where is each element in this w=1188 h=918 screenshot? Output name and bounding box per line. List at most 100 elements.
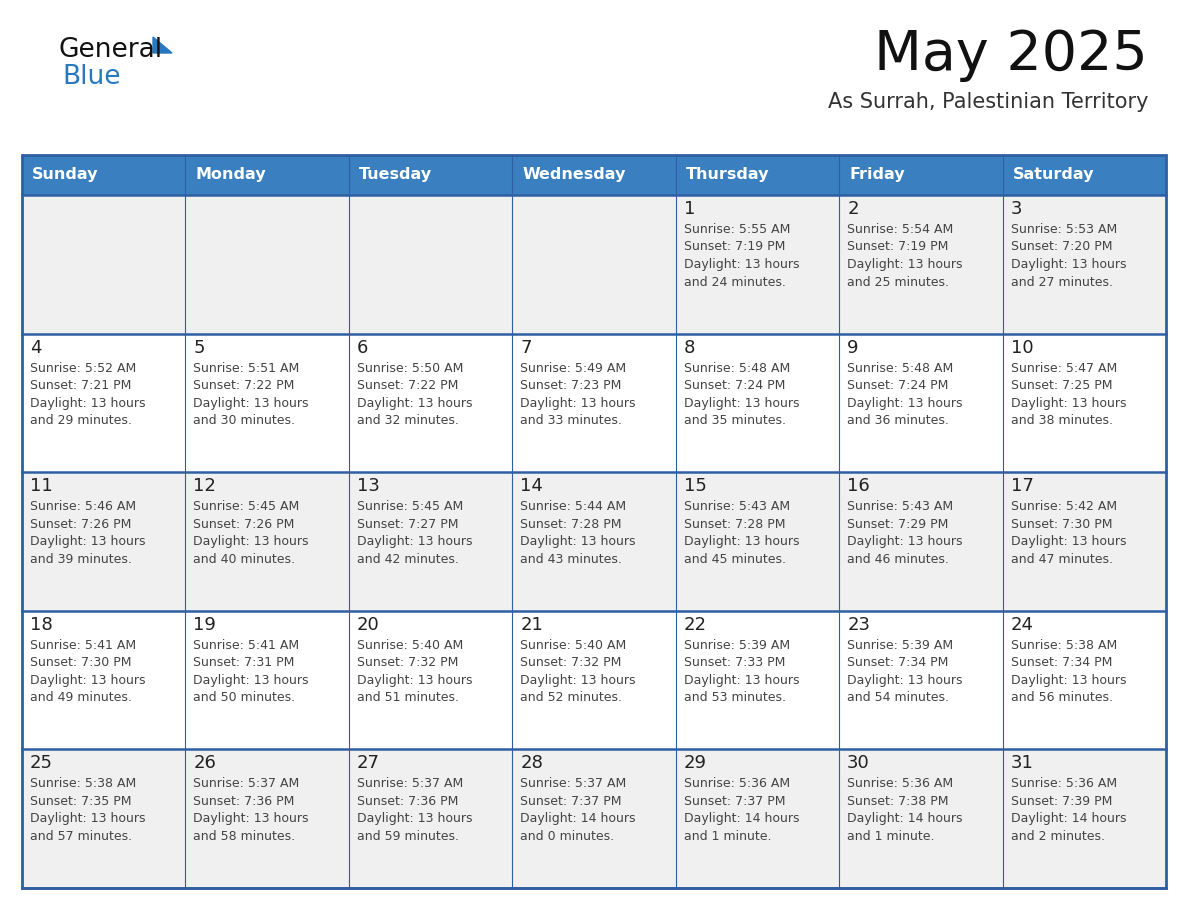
Text: Sunset: 7:39 PM: Sunset: 7:39 PM <box>1011 795 1112 808</box>
Text: 16: 16 <box>847 477 870 495</box>
Text: Sunset: 7:19 PM: Sunset: 7:19 PM <box>684 241 785 253</box>
Text: Sunrise: 5:50 AM: Sunrise: 5:50 AM <box>356 362 463 375</box>
Bar <box>23 610 1165 749</box>
Text: As Surrah, Palestinian Territory: As Surrah, Palestinian Territory <box>828 92 1148 112</box>
Text: Sunset: 7:36 PM: Sunset: 7:36 PM <box>194 795 295 808</box>
Text: and 1 minute.: and 1 minute. <box>684 830 771 843</box>
Bar <box>23 155 185 195</box>
Text: Sunset: 7:23 PM: Sunset: 7:23 PM <box>520 379 621 392</box>
Text: Sunset: 7:32 PM: Sunset: 7:32 PM <box>520 656 621 669</box>
Text: Sunset: 7:36 PM: Sunset: 7:36 PM <box>356 795 459 808</box>
Text: Sunset: 7:34 PM: Sunset: 7:34 PM <box>847 656 948 669</box>
Text: Daylight: 13 hours: Daylight: 13 hours <box>30 535 145 548</box>
Text: 4: 4 <box>30 339 42 356</box>
Text: 21: 21 <box>520 616 543 633</box>
Text: and 38 minutes.: and 38 minutes. <box>1011 414 1113 427</box>
Text: Daylight: 13 hours: Daylight: 13 hours <box>847 258 962 271</box>
Text: 18: 18 <box>30 616 52 633</box>
Text: Sunset: 7:38 PM: Sunset: 7:38 PM <box>847 795 949 808</box>
Text: Daylight: 14 hours: Daylight: 14 hours <box>520 812 636 825</box>
Bar <box>185 155 349 195</box>
Text: Sunset: 7:25 PM: Sunset: 7:25 PM <box>1011 379 1112 392</box>
Text: Sunrise: 5:47 AM: Sunrise: 5:47 AM <box>1011 362 1117 375</box>
Text: Sunset: 7:20 PM: Sunset: 7:20 PM <box>1011 241 1112 253</box>
Text: and 57 minutes.: and 57 minutes. <box>30 830 132 843</box>
Text: and 24 minutes.: and 24 minutes. <box>684 275 785 288</box>
Text: 30: 30 <box>847 755 870 772</box>
Text: Daylight: 13 hours: Daylight: 13 hours <box>847 535 962 548</box>
Text: Sunrise: 5:55 AM: Sunrise: 5:55 AM <box>684 223 790 236</box>
Text: Friday: Friday <box>849 167 905 183</box>
Text: 25: 25 <box>30 755 53 772</box>
Text: and 53 minutes.: and 53 minutes. <box>684 691 785 704</box>
Text: and 30 minutes.: and 30 minutes. <box>194 414 296 427</box>
Text: and 43 minutes.: and 43 minutes. <box>520 553 623 565</box>
Text: Daylight: 13 hours: Daylight: 13 hours <box>1011 397 1126 409</box>
Text: 15: 15 <box>684 477 707 495</box>
Text: Sunset: 7:32 PM: Sunset: 7:32 PM <box>356 656 459 669</box>
Text: Daylight: 13 hours: Daylight: 13 hours <box>356 674 473 687</box>
Bar <box>23 155 1165 888</box>
Text: Daylight: 13 hours: Daylight: 13 hours <box>194 812 309 825</box>
Text: Daylight: 13 hours: Daylight: 13 hours <box>684 397 800 409</box>
Text: Daylight: 13 hours: Daylight: 13 hours <box>1011 258 1126 271</box>
Text: 9: 9 <box>847 339 859 356</box>
Text: Sunset: 7:21 PM: Sunset: 7:21 PM <box>30 379 132 392</box>
Text: 23: 23 <box>847 616 870 633</box>
Text: Sunset: 7:28 PM: Sunset: 7:28 PM <box>520 518 621 531</box>
Text: Sunday: Sunday <box>32 167 99 183</box>
Text: Daylight: 13 hours: Daylight: 13 hours <box>847 674 962 687</box>
Text: Sunrise: 5:37 AM: Sunrise: 5:37 AM <box>194 778 299 790</box>
Text: 20: 20 <box>356 616 380 633</box>
Text: 12: 12 <box>194 477 216 495</box>
Text: Sunrise: 5:54 AM: Sunrise: 5:54 AM <box>847 223 954 236</box>
Text: 22: 22 <box>684 616 707 633</box>
Text: and 45 minutes.: and 45 minutes. <box>684 553 785 565</box>
Text: 19: 19 <box>194 616 216 633</box>
Text: Daylight: 13 hours: Daylight: 13 hours <box>194 535 309 548</box>
Text: Sunset: 7:24 PM: Sunset: 7:24 PM <box>684 379 785 392</box>
Text: Sunset: 7:24 PM: Sunset: 7:24 PM <box>847 379 948 392</box>
Text: Sunset: 7:27 PM: Sunset: 7:27 PM <box>356 518 459 531</box>
Bar <box>1003 155 1165 195</box>
Text: Sunrise: 5:52 AM: Sunrise: 5:52 AM <box>30 362 137 375</box>
Bar <box>23 749 1165 888</box>
Text: Sunrise: 5:49 AM: Sunrise: 5:49 AM <box>520 362 626 375</box>
Text: Sunrise: 5:46 AM: Sunrise: 5:46 AM <box>30 500 137 513</box>
Text: Sunrise: 5:39 AM: Sunrise: 5:39 AM <box>684 639 790 652</box>
Text: Sunrise: 5:43 AM: Sunrise: 5:43 AM <box>684 500 790 513</box>
Text: Daylight: 13 hours: Daylight: 13 hours <box>356 812 473 825</box>
Text: Sunrise: 5:37 AM: Sunrise: 5:37 AM <box>356 778 463 790</box>
Text: 17: 17 <box>1011 477 1034 495</box>
Text: Sunset: 7:22 PM: Sunset: 7:22 PM <box>356 379 459 392</box>
Text: and 58 minutes.: and 58 minutes. <box>194 830 296 843</box>
Text: Tuesday: Tuesday <box>359 167 432 183</box>
Text: and 27 minutes.: and 27 minutes. <box>1011 275 1113 288</box>
Text: and 42 minutes.: and 42 minutes. <box>356 553 459 565</box>
Text: Daylight: 14 hours: Daylight: 14 hours <box>684 812 800 825</box>
Text: Daylight: 13 hours: Daylight: 13 hours <box>847 397 962 409</box>
Text: 10: 10 <box>1011 339 1034 356</box>
Text: 5: 5 <box>194 339 204 356</box>
Text: 2: 2 <box>847 200 859 218</box>
Text: Sunrise: 5:43 AM: Sunrise: 5:43 AM <box>847 500 953 513</box>
Text: Sunset: 7:37 PM: Sunset: 7:37 PM <box>520 795 621 808</box>
Text: and 29 minutes.: and 29 minutes. <box>30 414 132 427</box>
Text: Sunrise: 5:48 AM: Sunrise: 5:48 AM <box>847 362 954 375</box>
Text: Sunset: 7:37 PM: Sunset: 7:37 PM <box>684 795 785 808</box>
Text: and 49 minutes.: and 49 minutes. <box>30 691 132 704</box>
Text: Daylight: 13 hours: Daylight: 13 hours <box>1011 674 1126 687</box>
Text: and 36 minutes.: and 36 minutes. <box>847 414 949 427</box>
Text: Blue: Blue <box>62 64 120 90</box>
Text: Sunrise: 5:36 AM: Sunrise: 5:36 AM <box>1011 778 1117 790</box>
Text: Sunset: 7:26 PM: Sunset: 7:26 PM <box>194 518 295 531</box>
Text: Sunset: 7:33 PM: Sunset: 7:33 PM <box>684 656 785 669</box>
Text: Sunrise: 5:51 AM: Sunrise: 5:51 AM <box>194 362 299 375</box>
Text: Sunrise: 5:42 AM: Sunrise: 5:42 AM <box>1011 500 1117 513</box>
Text: Sunrise: 5:37 AM: Sunrise: 5:37 AM <box>520 778 626 790</box>
Text: 24: 24 <box>1011 616 1034 633</box>
Text: Daylight: 14 hours: Daylight: 14 hours <box>847 812 962 825</box>
Text: Daylight: 13 hours: Daylight: 13 hours <box>520 674 636 687</box>
Text: Sunrise: 5:38 AM: Sunrise: 5:38 AM <box>1011 639 1117 652</box>
Text: Sunrise: 5:36 AM: Sunrise: 5:36 AM <box>847 778 953 790</box>
